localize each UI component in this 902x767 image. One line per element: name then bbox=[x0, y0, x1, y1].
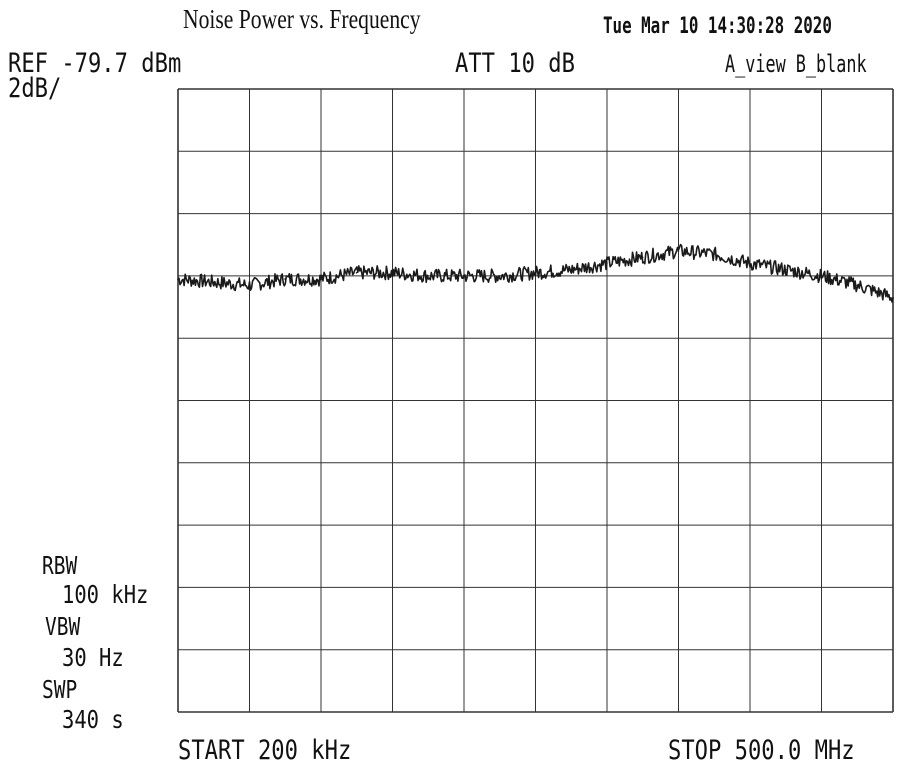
trace-point bbox=[570, 268, 572, 271]
trace-point bbox=[534, 271, 537, 274]
trace-point bbox=[463, 275, 465, 277]
trace-point bbox=[284, 278, 286, 280]
trace-point bbox=[212, 281, 215, 283]
trace-mode: A_view B_blank bbox=[725, 50, 867, 78]
vbw-label: VBW bbox=[45, 612, 81, 641]
vertical-scale: 2dB/ bbox=[8, 73, 62, 104]
vbw-value: 30 Hz bbox=[62, 643, 124, 672]
trace-point bbox=[677, 250, 680, 252]
trace-point bbox=[427, 275, 429, 277]
trace-point bbox=[892, 296, 894, 299]
rbw-value: 100 kHz bbox=[62, 580, 149, 609]
trace-point bbox=[355, 271, 358, 274]
attenuation: ATT 10 dB bbox=[455, 48, 575, 79]
trace-point bbox=[391, 271, 394, 274]
trace-point bbox=[606, 262, 608, 265]
ref-level: REF -79.7 dBm bbox=[8, 48, 182, 79]
trace-point bbox=[248, 284, 251, 287]
trace-point bbox=[713, 253, 715, 255]
trace-point bbox=[784, 268, 787, 271]
trace-point bbox=[820, 275, 823, 277]
trace-point bbox=[749, 262, 751, 265]
graticule bbox=[177, 88, 894, 713]
trace-point bbox=[641, 256, 644, 259]
chart-title: Noise Power vs. Frequency bbox=[183, 4, 421, 34]
sweep-label: SWP bbox=[42, 675, 78, 704]
trace-line bbox=[177, 243, 894, 303]
trace-point bbox=[319, 278, 322, 280]
trace-point bbox=[177, 278, 179, 280]
sweep-value: 340 s bbox=[62, 705, 124, 734]
trace-point bbox=[498, 275, 501, 277]
start-frequency: START 200 kHz bbox=[178, 735, 352, 766]
trace-group bbox=[177, 243, 894, 303]
rbw-label: RBW bbox=[42, 551, 78, 580]
stop-frequency: STOP 500.0 MHz bbox=[668, 735, 855, 766]
trace-point bbox=[856, 284, 859, 287]
timestamp: Tue Mar 10 14:30:28 2020 bbox=[603, 14, 832, 39]
